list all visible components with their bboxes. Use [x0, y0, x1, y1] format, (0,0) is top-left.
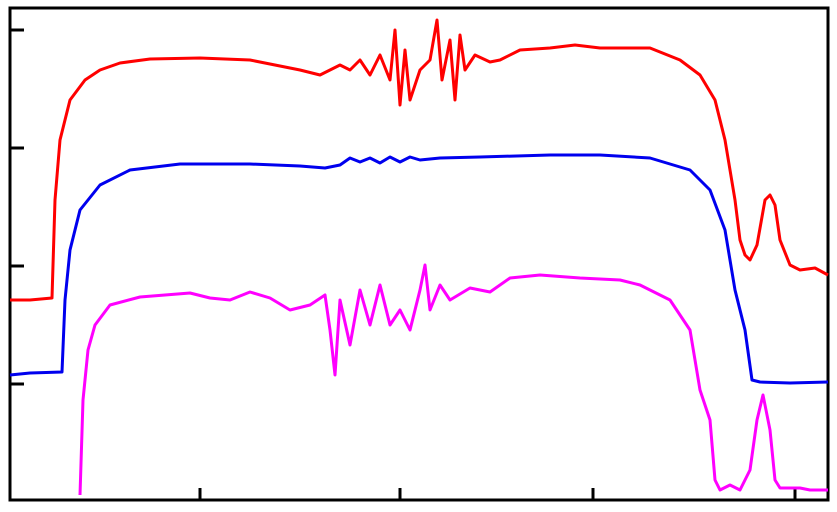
line-series — [9, 153, 829, 385]
line-series — [78, 263, 828, 496]
plot-frame — [8, 6, 830, 502]
line-series — [10, 18, 829, 302]
